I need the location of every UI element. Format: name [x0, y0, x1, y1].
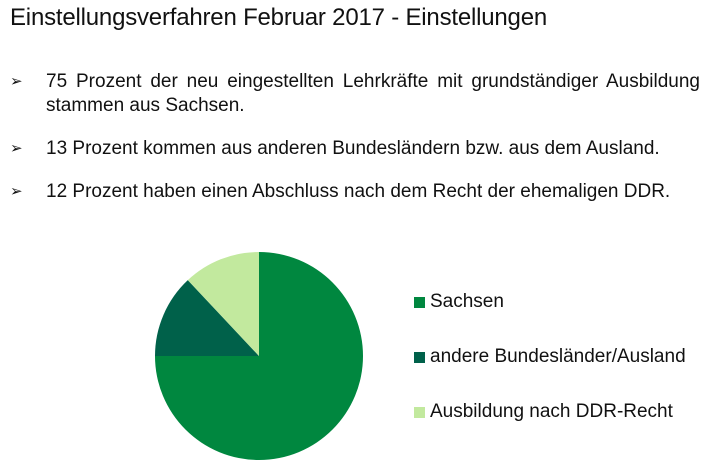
bullet-text: 12 Prozent haben einen Abschluss nach de…: [46, 181, 671, 202]
legend-swatch: [414, 406, 425, 418]
pie-chart: [155, 252, 363, 460]
page-title: Einstellungsverfahren Februar 2017 - Ein…: [10, 4, 547, 31]
legend-swatch: [414, 296, 425, 308]
pie-slice-andere-bundesl-nder-ausland: [155, 280, 259, 356]
arrow-bullet-icon: ➢: [10, 140, 23, 157]
legend-label: andere Bundesländer/Ausland: [430, 346, 686, 367]
pie-slice-ausbildung-nach-ddr-recht: [187, 252, 259, 356]
pie-slices: [155, 252, 363, 460]
arrow-bullet-icon: ➢: [10, 73, 23, 90]
bullet-item: ➢ 13 Prozent kommen aus anderen Bundeslä…: [10, 137, 700, 161]
bullet-list: ➢ 75 Prozent der neu eingestellten Lehrk…: [10, 70, 700, 223]
legend-item-andere-bundeslaender: andere Bundesländer/Ausland: [414, 345, 686, 369]
legend-label: Ausbildung nach DDR-Recht: [430, 401, 673, 422]
legend-item-ddr-recht: Ausbildung nach DDR-Recht: [414, 400, 686, 424]
arrow-bullet-icon: ➢: [10, 183, 23, 200]
bullet-text: 13 Prozent kommen aus anderen Bundesländ…: [46, 138, 660, 159]
bullet-item: ➢ 12 Prozent haben einen Abschluss nach …: [10, 180, 700, 204]
legend-swatch: [414, 351, 425, 363]
legend-label: Sachsen: [430, 291, 504, 312]
chart-legend: Sachsen andere Bundesländer/Ausland Ausb…: [414, 290, 686, 455]
bullet-item: ➢ 75 Prozent der neu eingestellten Lehrk…: [10, 70, 700, 118]
legend-item-sachsen: Sachsen: [414, 290, 686, 314]
bullet-text: 75 Prozent der neu eingestellten Lehrkrä…: [46, 71, 700, 116]
